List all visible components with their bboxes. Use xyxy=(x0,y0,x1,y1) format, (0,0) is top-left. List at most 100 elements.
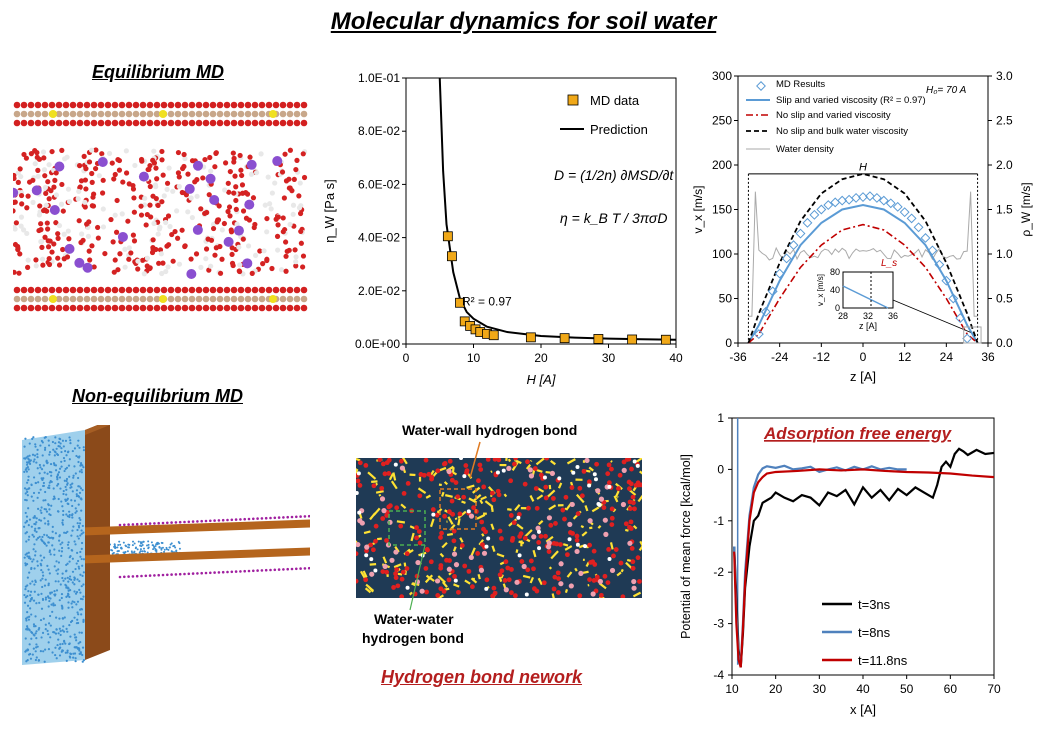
y2-tick-label: 0.5 xyxy=(996,292,1013,306)
md-result-point xyxy=(767,286,778,297)
hydrogen-bond-network-image xyxy=(356,458,642,598)
non-equilibrium-md-image xyxy=(22,425,310,665)
pmf-line-2 xyxy=(733,468,995,668)
md-result-point xyxy=(823,200,834,210)
md-result-point xyxy=(830,197,841,208)
y-axis-label: Potential of mean force [kcal/mol] xyxy=(679,454,693,639)
x-tick-label: 70 xyxy=(987,682,1001,696)
y-tick-label: -1 xyxy=(713,514,724,528)
x-tick-label: 0 xyxy=(403,351,410,365)
md-result-point xyxy=(899,207,910,218)
equation-viscosity: η = k_B T / 3πσD xyxy=(560,210,667,226)
x-tick-label: 10 xyxy=(725,682,739,696)
x-tick-label: -36 xyxy=(729,350,747,364)
x-tick-label: -24 xyxy=(771,350,789,364)
legend-prediction-label: Prediction xyxy=(590,122,648,137)
x-tick-label: 40 xyxy=(669,351,683,365)
md-result-point xyxy=(941,275,952,286)
inset-ls-label: L_s xyxy=(881,258,897,269)
y-tick-label: 200 xyxy=(712,158,732,172)
legend-label: No slip and bulk water viscosity xyxy=(776,126,908,137)
md-result-point xyxy=(795,228,806,239)
x-tick-label: 20 xyxy=(534,351,548,365)
y-tick-label: 6.0E-02 xyxy=(358,177,400,191)
y-tick-label: -3 xyxy=(713,617,724,631)
y2-tick-label: 0.0 xyxy=(996,336,1013,350)
y-tick-label: 4.0E-02 xyxy=(358,231,400,245)
y-tick-label: 150 xyxy=(712,203,732,217)
x-tick-label: 40 xyxy=(856,682,870,696)
y-tick-label: 8.0E-02 xyxy=(358,124,400,138)
non-equilibrium-md-heading: Non-equilibrium MD xyxy=(72,386,243,406)
series-line-1 xyxy=(747,204,979,344)
md-result-point xyxy=(948,293,959,304)
md-result-point xyxy=(788,240,799,251)
md-data-point xyxy=(442,231,453,242)
y2-axis-label: ρ_W [m/s] xyxy=(1019,182,1033,236)
md-result-point xyxy=(781,253,792,264)
y2-tick-label: 2.0 xyxy=(996,158,1013,172)
x-axis-label: z [A] xyxy=(850,369,876,384)
inset-y-tick-label: 80 xyxy=(830,267,840,277)
md-data-point xyxy=(627,334,638,345)
chart-title: Adsorption free energy xyxy=(763,424,953,443)
x-tick-label: 30 xyxy=(813,682,827,696)
inset-x-tick-label: 36 xyxy=(888,311,898,321)
y-tick-label: 1.0E-01 xyxy=(358,71,400,85)
inset-x-tick-label: 32 xyxy=(863,311,873,321)
legend-label: MD Results xyxy=(776,79,825,90)
inset-y-tick-label: 40 xyxy=(830,285,840,295)
x-tick-label: 24 xyxy=(940,350,954,364)
y-tick-label: -2 xyxy=(713,565,724,579)
y-tick-label: 1 xyxy=(717,411,724,425)
y-tick-label: 0.0E+00 xyxy=(355,337,400,351)
inset-x-tick-label: 28 xyxy=(838,311,848,321)
y-tick-label: 300 xyxy=(712,69,732,83)
y-tick-label: 50 xyxy=(719,292,733,306)
md-result-point xyxy=(927,245,938,256)
x-tick-label: -12 xyxy=(813,350,831,364)
equation-diffusion: D = (1/2n) ∂MSD/∂t xyxy=(554,167,674,183)
md-result-point xyxy=(920,233,931,243)
corner-label: H₀= 70 A xyxy=(926,85,967,96)
md-result-point xyxy=(774,268,785,279)
md-result-point xyxy=(809,209,820,220)
y2-tick-label: 3.0 xyxy=(996,69,1013,83)
equilibrium-md-heading: Equilibrium MD xyxy=(92,62,224,82)
md-result-point xyxy=(892,201,903,212)
md-result-point xyxy=(885,198,896,209)
y2-tick-label: 2.5 xyxy=(996,114,1013,128)
x-tick-label: 12 xyxy=(898,350,912,364)
page-title: Molecular dynamics for soil water xyxy=(330,8,717,35)
legend-md-marker xyxy=(756,81,766,91)
md-data-point xyxy=(593,334,604,344)
md-result-point xyxy=(802,217,813,228)
inset-y-label: v_x [m/s] xyxy=(816,274,825,306)
x-tick-label: 30 xyxy=(602,351,616,365)
h-label: H xyxy=(859,161,867,173)
y-tick-label: -4 xyxy=(713,668,724,682)
inset-x-label: z [A] xyxy=(859,321,877,331)
legend-md-label: MD data xyxy=(590,93,640,108)
md-result-point xyxy=(906,213,917,224)
y2-tick-label: 1.5 xyxy=(996,203,1013,217)
legend-md-marker xyxy=(567,94,579,106)
md-data-point xyxy=(525,332,536,343)
x-tick-label: 20 xyxy=(769,682,783,696)
hydrogen-bond-network-heading: Hydrogen bond nework xyxy=(381,667,583,687)
pmf-line-0 xyxy=(733,447,995,668)
x-tick-label: 50 xyxy=(900,682,914,696)
legend-label: No slip and varied viscosity xyxy=(776,110,891,121)
water-wall-arrow xyxy=(469,441,481,479)
water-water-label: Water-water xyxy=(374,611,454,627)
legend-label: Slip and varied viscosity (R² = 0.97) xyxy=(776,95,926,106)
md-result-point xyxy=(955,313,966,324)
md-result-point xyxy=(962,333,973,344)
r2-annotation: R² = 0.97 xyxy=(462,294,512,308)
x-tick-label: 60 xyxy=(944,682,958,696)
legend-label: t=11.8ns xyxy=(858,653,908,668)
md-result-point xyxy=(871,192,882,203)
water-water-arrow xyxy=(409,544,426,611)
md-result-point xyxy=(844,194,855,205)
equilibrium-md-image xyxy=(13,95,308,328)
